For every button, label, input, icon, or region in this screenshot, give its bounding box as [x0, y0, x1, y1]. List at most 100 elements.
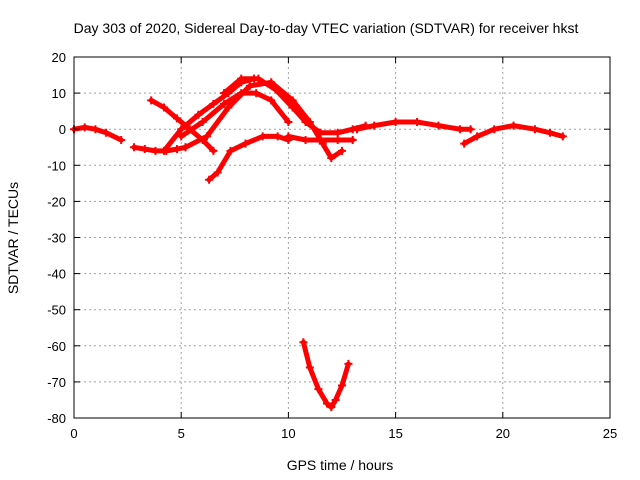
data-point: [284, 117, 293, 126]
data-point: [160, 103, 169, 112]
data-point: [220, 99, 229, 108]
data-point: [434, 121, 443, 130]
data-point: [220, 89, 229, 98]
data-point: [288, 96, 297, 105]
series-line: [300, 339, 351, 410]
data-point: [316, 128, 325, 137]
data-point: [130, 143, 139, 152]
x-axis-label: GPS time / hours: [287, 457, 394, 473]
data-point: [213, 168, 222, 177]
data-point: [160, 146, 169, 155]
data-point: [198, 117, 207, 126]
series-arc-9: [284, 132, 357, 145]
data-point: [151, 146, 160, 155]
series-arc-8: [205, 132, 293, 184]
data-point: [338, 381, 346, 390]
data-point: [348, 136, 357, 145]
data-point: [271, 85, 280, 94]
series-line: [148, 97, 216, 154]
data-point: [177, 132, 186, 141]
data-point: [273, 132, 282, 141]
data-point: [305, 363, 314, 372]
data-point: [205, 175, 214, 184]
data-series: [70, 74, 567, 412]
data-point: [194, 110, 203, 119]
data-point: [545, 128, 554, 137]
data-point: [490, 125, 499, 134]
data-point: [224, 103, 233, 112]
data-point: [316, 136, 325, 145]
series-arc-12: [299, 338, 353, 412]
axis-ticks: 0 5 10 15 20 25 20 10 0 -10 -20 -30 -40 -50 -60 -70 -80: [47, 50, 617, 441]
data-point: [80, 123, 89, 132]
data-point: [333, 136, 342, 145]
data-point: [338, 146, 346, 155]
data-point: [254, 74, 263, 83]
x-tick-label: 0: [70, 426, 77, 441]
x-tick-label: 15: [388, 426, 402, 441]
data-point: [252, 89, 261, 98]
data-point: [177, 125, 186, 134]
data-point: [258, 132, 267, 141]
data-point: [267, 96, 276, 105]
data-point: [299, 338, 308, 347]
data-point: [391, 117, 400, 126]
y-tick-label: 20: [52, 50, 66, 65]
data-point: [327, 403, 336, 412]
data-point: [181, 143, 190, 152]
data-point: [288, 103, 297, 112]
data-point: [245, 81, 254, 90]
series-arc-10: [353, 117, 475, 134]
data-point: [140, 145, 149, 154]
series-arc-1: [70, 123, 126, 145]
y-tick-label: -50: [47, 303, 66, 318]
data-point: [413, 117, 422, 126]
y-tick-label: -20: [47, 194, 66, 209]
data-point: [558, 132, 567, 141]
series-line: [221, 76, 369, 136]
data-point: [322, 399, 331, 408]
y-tick-label: -70: [47, 375, 66, 390]
x-tick-label: 20: [496, 426, 510, 441]
y-tick-label: -10: [47, 158, 66, 173]
gridlines: [74, 57, 610, 418]
data-point: [117, 136, 126, 145]
data-point: [202, 132, 211, 141]
data-point: [331, 395, 340, 404]
y-tick-label: -40: [47, 267, 66, 282]
data-point: [509, 121, 518, 130]
series-arc-7: [220, 74, 370, 137]
series-arc-11: [460, 121, 567, 148]
y-tick-label: -80: [47, 411, 66, 426]
data-point: [91, 125, 100, 134]
series-line: [183, 79, 345, 161]
data-point: [226, 146, 235, 155]
data-point: [333, 128, 342, 137]
data-point: [455, 125, 464, 134]
data-point: [147, 96, 156, 105]
data-point: [353, 125, 362, 134]
data-point: [209, 146, 218, 155]
data-point: [241, 139, 250, 148]
y-axis-label: SDTVAR / TECUs: [5, 182, 21, 294]
data-point: [209, 99, 218, 108]
data-point: [466, 125, 475, 134]
data-point: [314, 385, 323, 394]
x-tick-label: 5: [178, 426, 185, 441]
data-point: [473, 132, 482, 141]
y-tick-label: 10: [52, 86, 66, 101]
y-tick-label: -30: [47, 231, 66, 246]
data-point: [460, 139, 469, 148]
data-point: [344, 359, 353, 368]
data-point: [327, 154, 336, 163]
data-point: [237, 74, 246, 83]
data-point: [284, 132, 293, 141]
x-tick-label: 25: [603, 426, 617, 441]
data-point: [301, 136, 310, 145]
data-point: [370, 121, 379, 130]
data-point: [102, 128, 111, 137]
x-tick-label: 10: [281, 426, 295, 441]
y-tick-label: -60: [47, 339, 66, 354]
data-point: [172, 145, 181, 154]
